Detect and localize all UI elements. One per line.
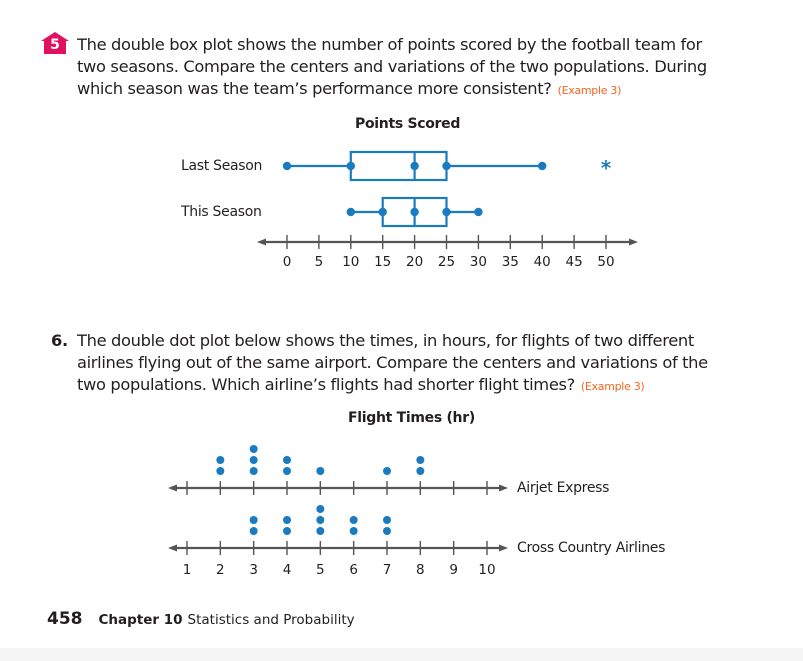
box-plot: 0 5 10 15 20 25 30 35 40 45 50 * <box>257 150 638 270</box>
dot-axis-tick-label: 4 <box>283 562 292 578</box>
dot-axis-tick-label: 9 <box>449 562 458 578</box>
dot-axis-tick-label: 8 <box>416 562 425 578</box>
box-label-this-season: This Season <box>181 204 262 220</box>
dot-airjet <box>316 467 325 475</box>
dot-axis-tick-label: 6 <box>349 562 358 578</box>
box-axis-tick-label: 10 <box>342 254 359 270</box>
dot-axis-tick-label: 10 <box>478 562 495 578</box>
box-axis-tick-label: 40 <box>534 254 551 270</box>
box-point-min <box>346 207 355 217</box>
problem-6-line-1-text: The double dot plot below shows the time… <box>77 331 694 350</box>
box-series-0: * <box>282 150 612 182</box>
dot-label-airjet: Airjet Express <box>517 480 610 496</box>
problem-6-line-3: two populations. Which airline’s flights… <box>51 374 708 398</box>
dot-cross-country <box>249 516 258 524</box>
dot-axis-tick-label: 7 <box>383 562 392 578</box>
dot-axis-0-arrow-right <box>499 484 508 492</box>
dot-cross-country <box>316 505 325 513</box>
dot-cross-country <box>283 516 291 524</box>
box-point-median <box>410 161 419 171</box>
box-axis-tick-label: 5 <box>315 254 324 270</box>
box-point-q3 <box>442 161 451 171</box>
dot-axis-0-arrow-left <box>168 484 177 492</box>
dot-cross-country <box>283 527 291 535</box>
dot-airjet <box>216 456 225 464</box>
dot-label-cross-country: Cross Country Airlines <box>517 540 666 556</box>
box-axis-tick-label: 45 <box>566 254 583 270</box>
dot-airjet <box>383 467 391 475</box>
problem-6-text: 6. The double dot plot below shows the ti… <box>51 330 708 398</box>
dot-axis-tick-label: 2 <box>216 562 225 578</box>
dot-axis-tick-label: 1 <box>183 562 192 578</box>
dot-airjet <box>249 467 258 475</box>
example-link[interactable]: (Example 3) <box>580 380 645 393</box>
box-axis-tick-label: 25 <box>438 254 455 270</box>
problem-5-line-3-text: which season was the team’s performance … <box>77 79 552 98</box>
box-axis-tick-label: 15 <box>374 254 391 270</box>
dot-axis-tick-label: 5 <box>316 562 325 578</box>
box-point-max <box>538 161 547 171</box>
dot-cross-country <box>383 527 391 535</box>
problem-5-line-2: two seasons. Compare the centers and var… <box>77 57 707 76</box>
dot-cross-country <box>349 527 358 535</box>
dot-airjet <box>249 456 258 464</box>
dot-cross-country <box>316 516 325 524</box>
dot-axis-tick-label: 3 <box>249 562 258 578</box>
dot-airjet <box>416 456 425 464</box>
dot-cross-country <box>249 527 258 535</box>
box-point-q1 <box>346 161 355 171</box>
box-axis-arrow-right <box>629 238 638 246</box>
box-axis-tick-label: 0 <box>283 254 292 270</box>
problem-6-line-2: airlines flying out of the same airport.… <box>77 353 708 372</box>
dot-cross-country <box>349 516 358 524</box>
dot-airjet <box>283 456 291 464</box>
problem-6-line-3-text: two populations. Which airline’s flights… <box>77 375 575 394</box>
dot-airjet <box>216 467 225 475</box>
box-axis-tick-label: 35 <box>502 254 519 270</box>
bottom-band <box>0 648 803 661</box>
dot-axis-1-arrow-right <box>499 544 508 552</box>
dot-cross-country <box>383 516 391 524</box>
chapter-label: Chapter 10 <box>98 612 183 628</box>
dot-plot-title: Flight Times (hr) <box>348 410 475 426</box>
problem-5-icon: 5 <box>41 32 69 54</box>
dot-cross-country <box>316 527 325 535</box>
dot-airjet <box>416 467 425 475</box>
dot-airjet <box>283 467 291 475</box>
problem-5-number: 5 <box>50 37 60 53</box>
box-plot-title: Points Scored <box>355 116 461 132</box>
box-outlier-asterisk: * <box>601 156 612 180</box>
box-point-max <box>474 207 483 217</box>
dot-axis-1-arrow-left <box>168 544 177 552</box>
box-point-median <box>410 207 419 217</box>
page-footer: 458 Chapter 10 Statistics and Probability <box>47 609 355 629</box>
problem-6-number: 6. <box>51 331 68 350</box>
box-axis-tick-label: 50 <box>597 254 614 270</box>
page-number: 458 <box>47 609 83 629</box>
chapter-title: Statistics and Probability <box>187 612 355 628</box>
box-axis-tick-label: 30 <box>470 254 487 270</box>
problem-5-line-3: which season was the team’s performance … <box>77 78 707 102</box>
box-point-q1 <box>378 207 387 217</box>
house-icon <box>41 32 69 54</box>
box-point-min <box>282 161 292 171</box>
problem-6-line-1: 6. The double dot plot below shows the ti… <box>51 330 708 352</box>
box-axis-tick-label: 20 <box>406 254 423 270</box>
box-label-last-season: Last Season <box>181 158 263 174</box>
dot-airjet <box>249 445 258 453</box>
problem-5-line-1: The double box plot shows the number of … <box>77 35 702 54</box>
box-axis-arrow-left <box>257 238 266 246</box>
example-link[interactable]: (Example 3) <box>557 84 622 97</box>
problem-5-text: The double box plot shows the number of … <box>77 34 707 102</box>
box-point-q3 <box>442 207 451 217</box>
box-series-1 <box>346 196 483 228</box>
